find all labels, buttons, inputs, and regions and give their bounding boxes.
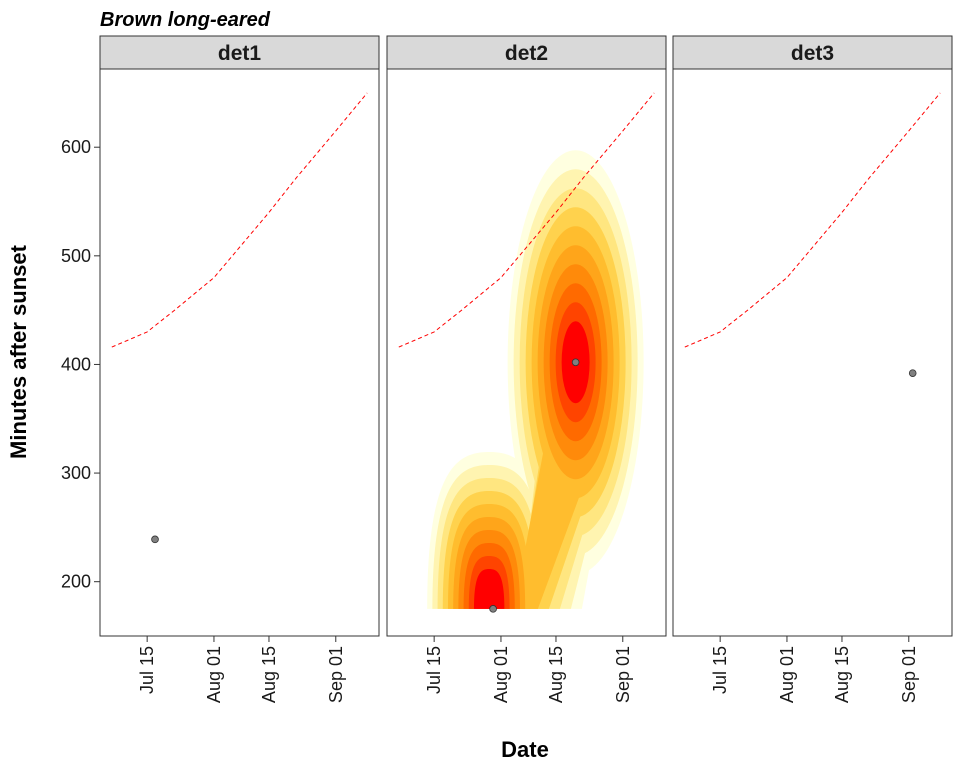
sunrise-reference-line bbox=[111, 92, 368, 348]
x-tick-label: Aug 15 bbox=[546, 646, 566, 703]
sunrise-reference-line bbox=[684, 92, 941, 348]
density-contours bbox=[427, 150, 644, 609]
panel-det3: det3 Jul 15 Aug 01 Aug 15 Sep 01 bbox=[672, 35, 953, 703]
y-tick-label: 400 bbox=[61, 354, 91, 374]
chart-title: Brown long-eared bbox=[100, 9, 271, 31]
x-tick-label: Aug 01 bbox=[777, 646, 797, 703]
facet-strip bbox=[99, 35, 380, 70]
panels: det1 Jul 15 Aug 01 Aug 15 Sep 01 det2 Jul 15 Au… bbox=[99, 35, 953, 703]
facet-label: det2 bbox=[505, 42, 548, 65]
panel-det2: det2 Jul 15 Aug 01 Aug 15 Sep 01 bbox=[386, 35, 667, 703]
data-point bbox=[489, 605, 497, 613]
x-tick-label: Sep 01 bbox=[326, 646, 346, 703]
x-axis: Jul 15 Aug 01 Aug 15 Sep 01 bbox=[424, 636, 633, 703]
density-band bbox=[513, 443, 589, 609]
panel-det1: det1 Jul 15 Aug 01 Aug 15 Sep 01 bbox=[99, 35, 380, 703]
y-tick-label: 500 bbox=[61, 246, 91, 266]
x-tick-label: Aug 01 bbox=[204, 646, 224, 703]
x-tick-label: Sep 01 bbox=[899, 646, 919, 703]
y-tick-label: 200 bbox=[61, 572, 91, 592]
sunrise-reference-line bbox=[398, 92, 655, 348]
x-axis: Jul 15 Aug 01 Aug 15 Sep 01 bbox=[710, 636, 919, 703]
x-tick-label: Aug 01 bbox=[491, 646, 511, 703]
x-tick-label: Jul 15 bbox=[137, 646, 157, 694]
facet-strip bbox=[672, 35, 953, 70]
facet-label: det1 bbox=[218, 42, 262, 65]
data-point bbox=[908, 369, 917, 377]
x-axis-title: Date bbox=[501, 737, 549, 762]
y-axis-title: Minutes after sunset bbox=[6, 244, 31, 459]
panel-border bbox=[672, 68, 953, 637]
panel-border bbox=[99, 68, 380, 637]
y-axis: 200 300 400 500 600 bbox=[61, 137, 100, 592]
data-point bbox=[571, 358, 580, 367]
x-tick-label: Jul 15 bbox=[710, 646, 730, 694]
x-tick-label: Jul 15 bbox=[424, 646, 444, 694]
y-tick-label: 300 bbox=[61, 463, 91, 483]
density-band bbox=[473, 568, 505, 609]
facet-label: det3 bbox=[791, 42, 834, 65]
x-tick-label: Aug 15 bbox=[832, 646, 852, 703]
x-tick-label: Aug 15 bbox=[259, 646, 279, 703]
y-tick-label: 600 bbox=[61, 137, 91, 157]
x-axis: Jul 15 Aug 01 Aug 15 Sep 01 bbox=[137, 636, 346, 703]
panel-border bbox=[386, 68, 667, 637]
data-point bbox=[151, 535, 159, 544]
x-tick-label: Sep 01 bbox=[613, 646, 633, 703]
